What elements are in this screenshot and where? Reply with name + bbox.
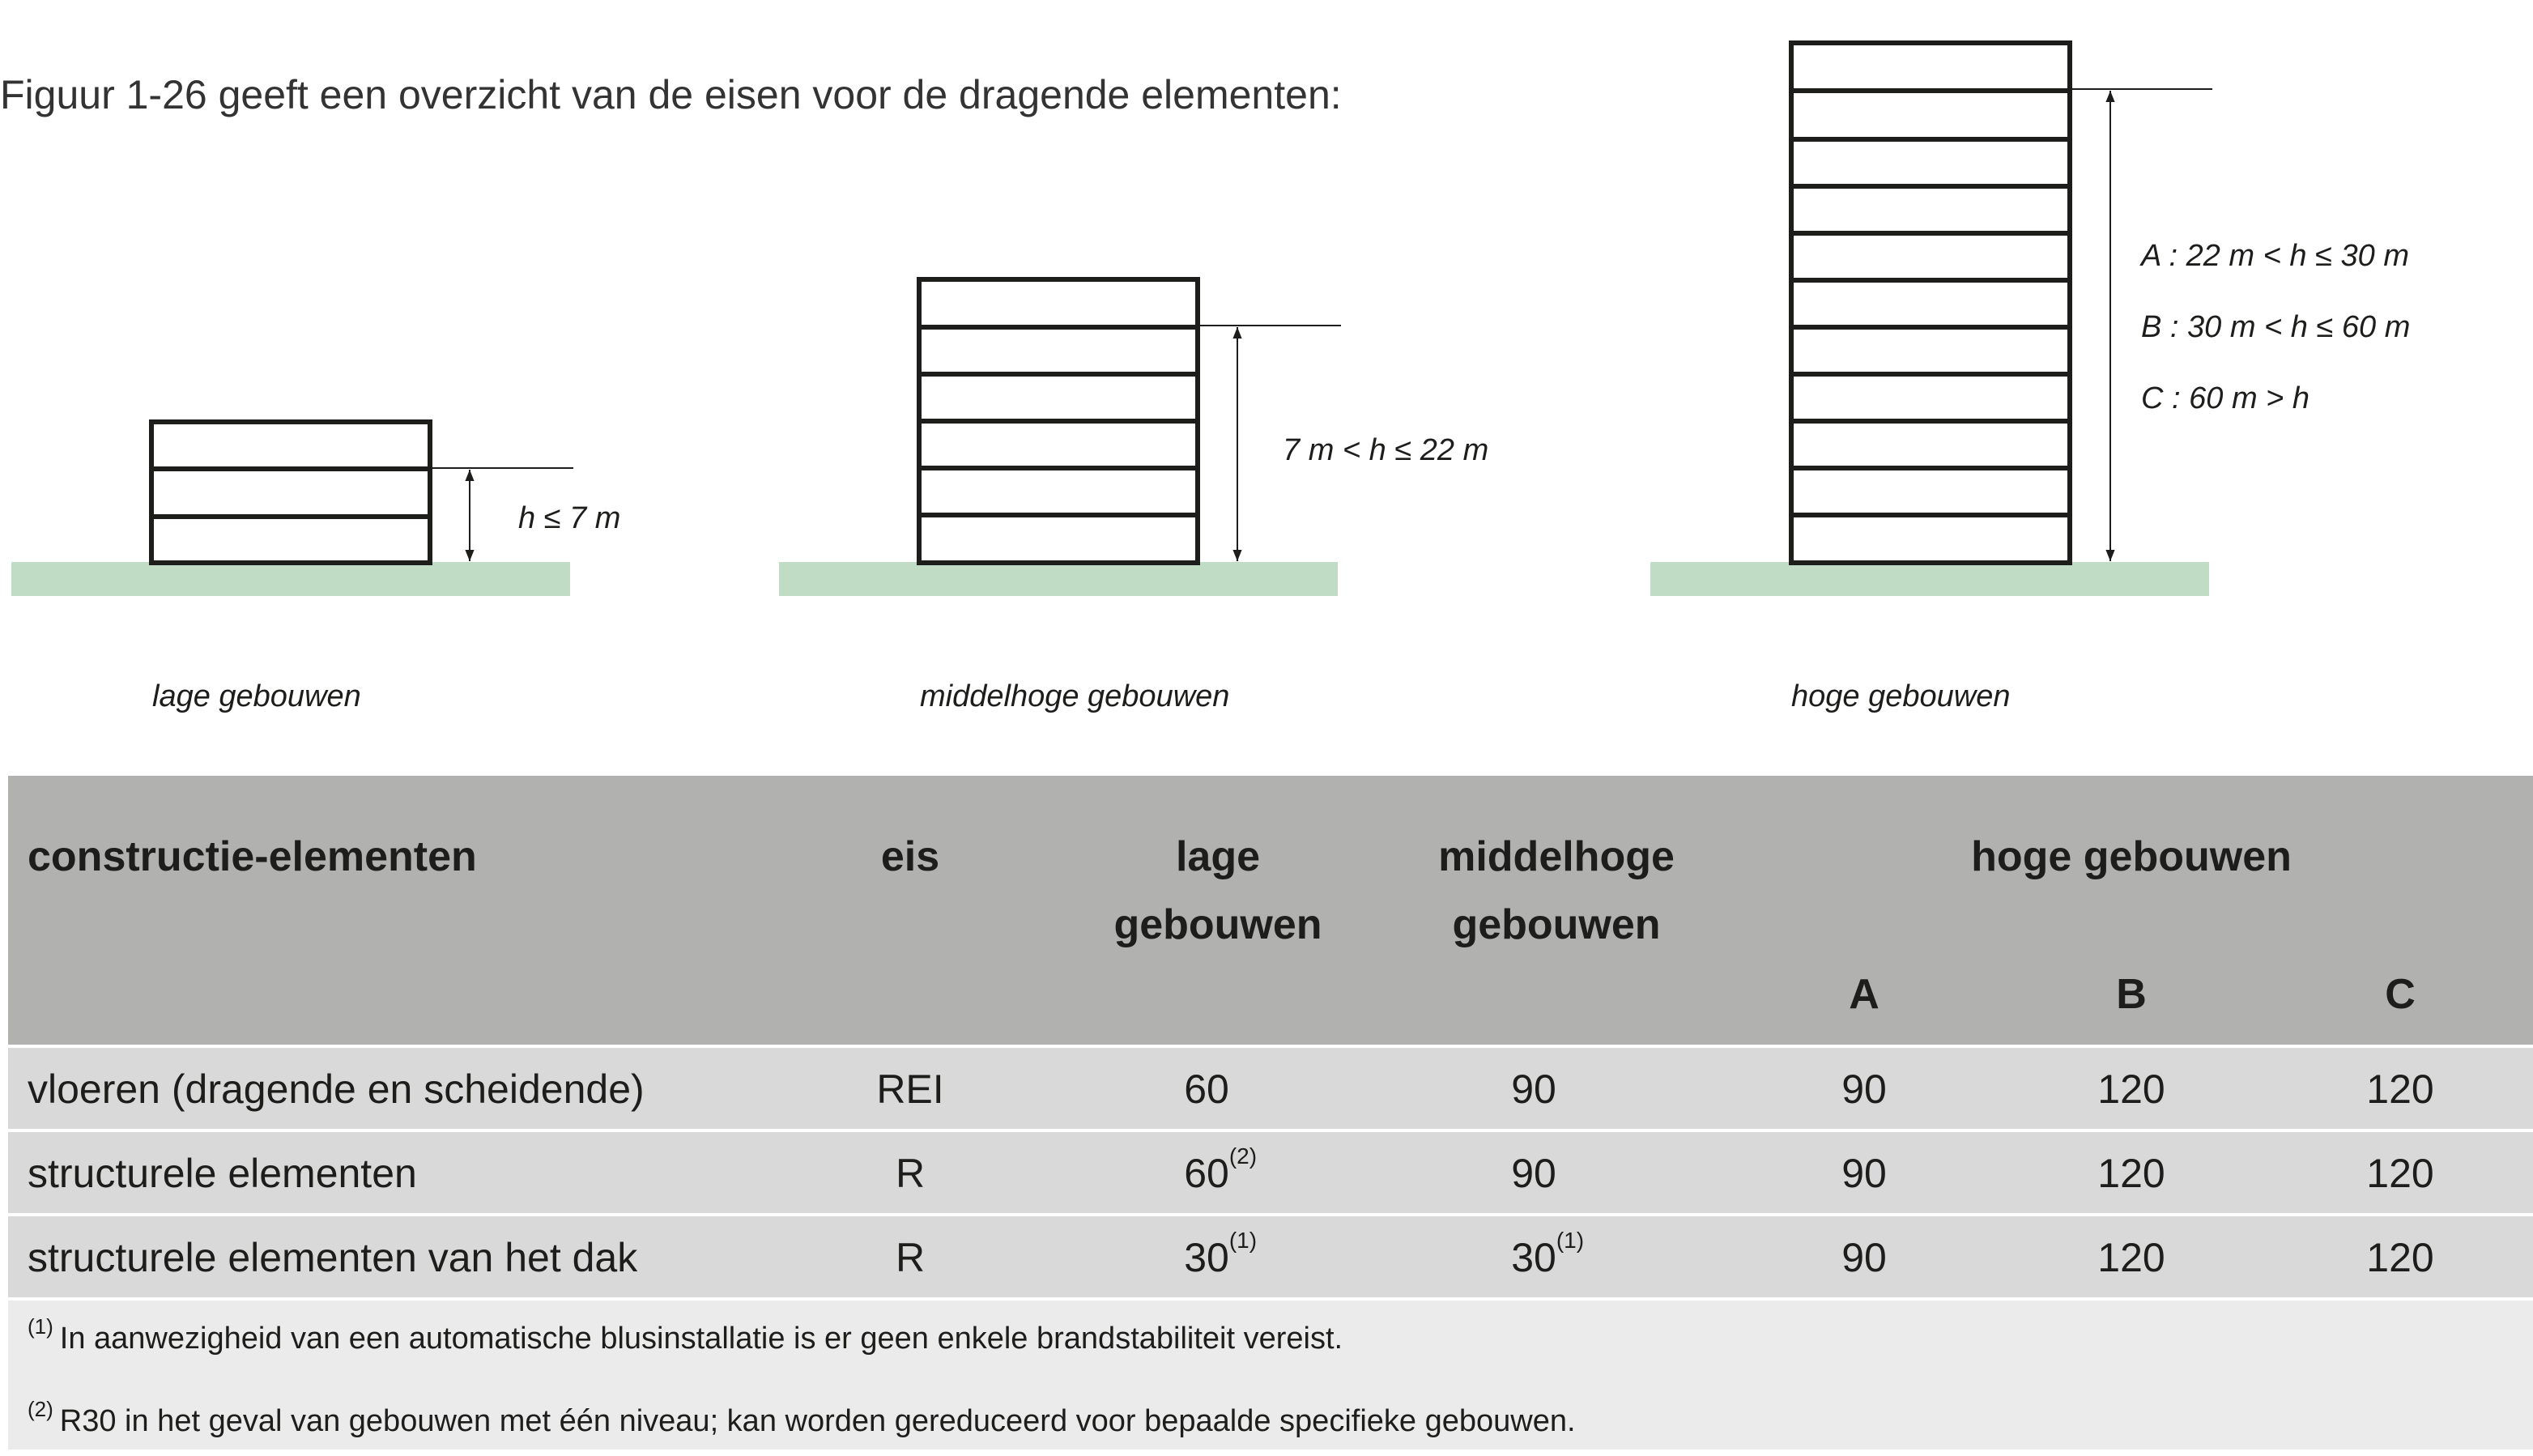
cell-element: structurele elementen van het dak <box>28 1235 638 1280</box>
header-middel-2: gebouwen <box>1452 901 1661 948</box>
height-label: 7 m < h ≤ 22 m <box>1283 433 1488 467</box>
cell-b: 120 <box>2097 1151 2165 1196</box>
cell-eis: R <box>895 1151 926 1196</box>
value: 30 <box>1511 1235 1556 1280</box>
cell-a: 90 <box>1841 1235 1887 1280</box>
height-label-a: A : 22 m < h ≤ 30 m <box>2139 239 2409 273</box>
ground <box>779 562 1338 596</box>
value: 60 <box>1184 1066 1229 1112</box>
high-building-figure: A : 22 m < h ≤ 30 m B : 30 m < h ≤ 60 m … <box>1650 40 2410 713</box>
cell-element: structurele elementen <box>28 1151 417 1196</box>
building-outline <box>1789 40 2072 565</box>
cell-c: 120 <box>2366 1235 2434 1280</box>
mid-building-figure: 7 m < h ≤ 22 m middelhoge gebouwen <box>779 277 1488 713</box>
table-header: constructie-elementen eis lage gebouwen … <box>8 776 2533 1045</box>
cell-a: 90 <box>1841 1066 1887 1112</box>
low-building-figure: h ≤ 7 m lage gebouwen <box>11 419 620 713</box>
header-lage-2: gebouwen <box>1113 901 1322 948</box>
building-caption: lage gebouwen <box>152 679 361 713</box>
footnote-text: In aanwezigheid van een automatische blu… <box>59 1322 1343 1356</box>
footnote-mark: (2) <box>1228 1143 1258 1169</box>
cell-lage: 60 (2) <box>1184 1143 1257 1197</box>
building-caption: hoge gebouwen <box>1791 679 2010 713</box>
height-label-c: C : 60 m > h <box>2141 381 2310 415</box>
cell-element: vloeren (dragende en scheidende) <box>28 1066 645 1112</box>
cell-eis: REI <box>876 1066 944 1112</box>
value: 60 <box>1184 1151 1229 1196</box>
cell-b: 120 <box>2097 1066 2165 1112</box>
header-elements: constructie-elementen <box>28 833 477 880</box>
header-middel-1: middelhoge <box>1438 833 1675 880</box>
header-lage-1: lage <box>1175 833 1261 880</box>
height-label: h ≤ 7 m <box>518 501 620 535</box>
table-row: structurele elementen van het dak R 30 (1… <box>8 1216 2533 1297</box>
value: 30 <box>1184 1235 1229 1280</box>
cell-middel: 30 (1) <box>1511 1228 1584 1281</box>
building-height-diagram: h ≤ 7 m lage gebouwen 7 m < h ≤ 22 m mid… <box>11 40 2410 713</box>
header-a: A <box>1849 971 1880 1018</box>
cell-b: 120 <box>2097 1235 2165 1280</box>
table-row: vloeren (dragende en scheidende) REI 60 … <box>8 1048 2533 1129</box>
cell-c: 120 <box>2366 1066 2434 1112</box>
footnote-2: (2) R30 in het geval van gebouwen met één… <box>28 1397 1576 1439</box>
cell-middel: 90 <box>1511 1150 1556 1197</box>
header-c: C <box>2385 971 2416 1018</box>
footnote-mark: (1) <box>1556 1228 1585 1253</box>
table-row: structurele elementen R 60 (2) 90 90 120 … <box>8 1132 2533 1213</box>
footnote-mark: (2) <box>28 1397 53 1421</box>
footnote-text: R30 in het geval van gebouwen met één ni… <box>59 1404 1576 1438</box>
footnote-1: (1) In aanwezigheid van een automatische … <box>28 1314 1343 1356</box>
ground <box>11 562 570 596</box>
cell-lage: 60 <box>1184 1066 1229 1113</box>
value: 90 <box>1511 1151 1556 1196</box>
cell-a: 90 <box>1841 1151 1887 1196</box>
cell-middel: 90 <box>1511 1066 1556 1113</box>
building-outline <box>149 419 432 565</box>
header-eis: eis <box>880 833 940 880</box>
value: 90 <box>1511 1066 1556 1112</box>
requirements-table: constructie-elementen eis lage gebouwen … <box>8 776 2533 1450</box>
ground <box>1650 562 2209 596</box>
footnote-mark: (1) <box>28 1314 53 1339</box>
header-hoge: hoge gebouwen <box>1971 833 2292 880</box>
building-caption: middelhoge gebouwen <box>920 679 1229 713</box>
footnote-mark: (1) <box>1228 1228 1258 1253</box>
cell-lage: 30 (1) <box>1184 1228 1257 1281</box>
cell-eis: R <box>895 1235 926 1280</box>
header-b: B <box>2116 971 2147 1018</box>
footnotes: (1) In aanwezigheid van een automatische … <box>8 1301 2533 1450</box>
cell-c: 120 <box>2366 1151 2434 1196</box>
height-label-b: B : 30 m < h ≤ 60 m <box>2141 310 2410 344</box>
intro-text: Figuur 1-26 geeft een overzicht van de e… <box>0 72 1342 117</box>
